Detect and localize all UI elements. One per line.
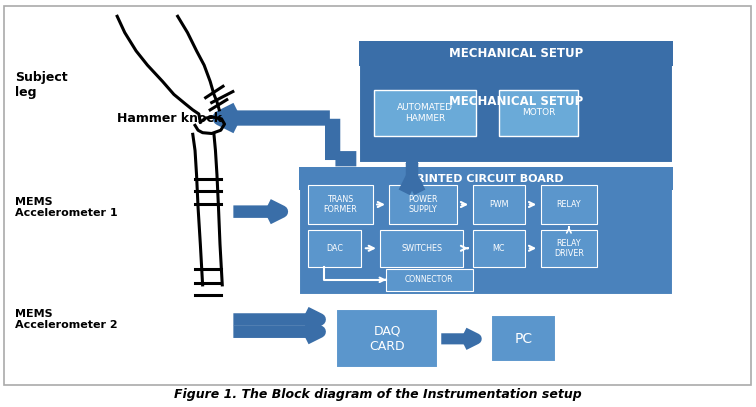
Text: PWM: PWM	[489, 200, 509, 209]
Text: Figure 1. The Block diagram of the Instrumentation setup: Figure 1. The Block diagram of the Instr…	[174, 388, 582, 401]
FancyBboxPatch shape	[4, 6, 751, 385]
FancyBboxPatch shape	[472, 230, 525, 267]
Text: MEMS
Accelerometer 1: MEMS Accelerometer 1	[15, 197, 118, 219]
FancyBboxPatch shape	[541, 185, 597, 224]
Text: MECHANICAL SETUP: MECHANICAL SETUP	[449, 47, 583, 60]
FancyBboxPatch shape	[308, 185, 373, 224]
Text: MEMS
Accelerometer 2: MEMS Accelerometer 2	[15, 309, 118, 330]
Text: TRANS
FORMER: TRANS FORMER	[324, 195, 358, 214]
Text: PC: PC	[515, 332, 532, 346]
Text: CONNECTOR: CONNECTOR	[404, 275, 454, 284]
Text: RELAY
DRIVER: RELAY DRIVER	[554, 239, 584, 258]
FancyBboxPatch shape	[359, 41, 673, 66]
Text: RELAY: RELAY	[556, 200, 581, 209]
FancyBboxPatch shape	[308, 230, 361, 267]
FancyBboxPatch shape	[386, 269, 472, 291]
Text: POWER
SUPPLY: POWER SUPPLY	[408, 195, 438, 214]
FancyBboxPatch shape	[472, 185, 525, 224]
FancyBboxPatch shape	[491, 315, 556, 362]
FancyBboxPatch shape	[380, 230, 463, 267]
FancyBboxPatch shape	[299, 167, 673, 295]
FancyBboxPatch shape	[541, 230, 597, 267]
Text: SWITCHES: SWITCHES	[401, 244, 442, 253]
Text: PRINTED CIRCUIT BOARD: PRINTED CIRCUIT BOARD	[408, 174, 563, 184]
Text: Subject
leg: Subject leg	[15, 72, 68, 99]
FancyBboxPatch shape	[299, 167, 673, 190]
Text: MC: MC	[493, 244, 505, 253]
FancyBboxPatch shape	[499, 90, 578, 136]
Text: DAC: DAC	[327, 244, 343, 253]
FancyBboxPatch shape	[336, 309, 438, 368]
FancyBboxPatch shape	[359, 41, 673, 163]
FancyBboxPatch shape	[374, 90, 476, 136]
Text: MOTOR: MOTOR	[522, 108, 556, 118]
FancyBboxPatch shape	[389, 185, 457, 224]
Text: DAQ
CARD: DAQ CARD	[370, 325, 405, 353]
Text: MECHANICAL SETUP: MECHANICAL SETUP	[449, 95, 583, 108]
Text: AUTOMATED
HAMMER: AUTOMATED HAMMER	[397, 103, 454, 123]
Text: Hammer knock: Hammer knock	[117, 112, 222, 125]
